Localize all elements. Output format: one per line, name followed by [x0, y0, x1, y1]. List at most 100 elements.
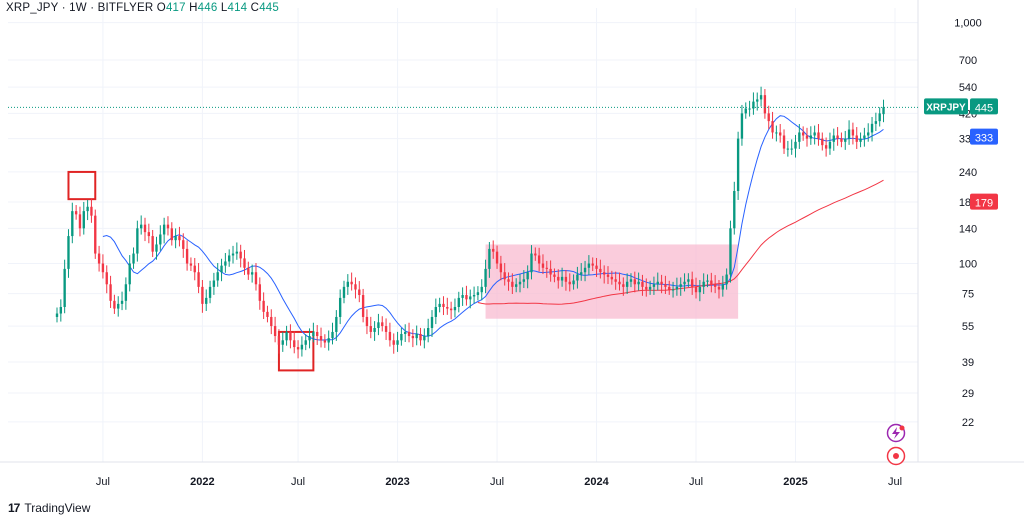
last-price-badge-tag [924, 98, 968, 115]
candle-body [407, 331, 411, 337]
candle-body [208, 286, 212, 298]
x-tick-label: Jul [490, 476, 504, 488]
candle-body [503, 272, 506, 280]
candle-body [687, 279, 690, 282]
candle-body [514, 284, 518, 287]
candle-body [610, 276, 614, 280]
candle-body [801, 132, 805, 136]
candle-body [472, 295, 476, 297]
candle-body [560, 276, 564, 281]
tradingview-branding[interactable]: 17 TradingView [8, 501, 90, 515]
open-label: O [156, 2, 166, 14]
symbol-name[interactable]: XRP_JPY [6, 2, 59, 14]
candle-body [580, 272, 583, 275]
last-price-badge [970, 98, 998, 115]
candle-body [392, 340, 395, 345]
candle-body [228, 255, 231, 262]
candle-body [698, 286, 702, 293]
candle-body [511, 281, 514, 287]
y-tick-label: 55 [962, 321, 974, 333]
candle-body [633, 279, 636, 285]
candle-body [189, 263, 193, 266]
candle-body [384, 326, 388, 332]
candle-body [492, 248, 495, 252]
candle-body [254, 272, 258, 285]
candle-body [182, 240, 185, 249]
candle-body [488, 248, 491, 269]
candle-body [369, 326, 372, 332]
candle-body [736, 138, 740, 192]
candle-body [706, 280, 709, 282]
candle-body [350, 281, 353, 285]
candle-body [648, 286, 652, 290]
candle-body [786, 148, 790, 150]
candle-body [97, 253, 101, 264]
candle-body [411, 336, 415, 339]
candle-body [675, 286, 679, 290]
candle-body [878, 113, 881, 122]
candle-body [710, 280, 713, 285]
candle-body [583, 267, 587, 273]
candle-body [805, 135, 809, 139]
y-tick-label: 140 [959, 223, 977, 235]
candle-body [568, 281, 571, 285]
high-value: 446 [197, 2, 218, 14]
candle-body [782, 135, 786, 149]
candle-body [335, 316, 338, 332]
candle-body [614, 279, 617, 282]
candle-body [273, 326, 277, 337]
candle-body [465, 295, 468, 300]
candle-body [250, 272, 254, 275]
candle-body [220, 265, 223, 273]
y-tick-label: 1,000 [954, 18, 982, 30]
x-tick-label: 2023 [385, 476, 409, 488]
candle-body [63, 268, 66, 307]
open-value: 417 [165, 2, 186, 14]
candle-body [469, 296, 472, 300]
candle-body [828, 141, 832, 149]
target-icon[interactable] [886, 446, 906, 466]
candle-body [296, 347, 300, 350]
candle-body [652, 284, 656, 287]
candle-body [281, 340, 284, 345]
candles [55, 86, 885, 359]
lightning-icon[interactable] [886, 423, 906, 443]
candle-body [572, 280, 575, 285]
candle-body [74, 211, 78, 215]
candle-body [170, 228, 173, 241]
close-label: C [250, 2, 260, 14]
candle-body [507, 279, 510, 282]
candle-body [606, 274, 610, 277]
candle-body [817, 132, 820, 139]
candle-body [794, 141, 797, 149]
candle-body [744, 108, 747, 114]
y-tick-label: 29 [962, 388, 974, 400]
candle-body [308, 336, 311, 341]
candle-body [438, 303, 441, 307]
candle-body [499, 263, 503, 273]
candle-body [388, 331, 392, 341]
candle-body [316, 331, 319, 337]
candle-body [771, 121, 774, 133]
candle-body [721, 284, 724, 290]
candle-body [660, 281, 663, 285]
candle-body [863, 135, 866, 139]
candle-body [266, 311, 269, 317]
exchange: BITFLYER [97, 2, 154, 14]
interval[interactable]: 1W [69, 2, 87, 14]
candle-body [545, 267, 548, 269]
candle-body [767, 113, 770, 122]
candle-body [338, 297, 342, 317]
candle-body [530, 253, 533, 273]
candle-body [641, 281, 644, 287]
candle-body [664, 284, 667, 287]
candle-body [312, 331, 315, 337]
candle-body [449, 308, 453, 311]
candle-body [147, 232, 151, 237]
candle-body [809, 135, 812, 139]
candle-body [358, 289, 361, 296]
ma-badge-value-1: 179 [975, 198, 993, 210]
candle-body [293, 340, 296, 348]
